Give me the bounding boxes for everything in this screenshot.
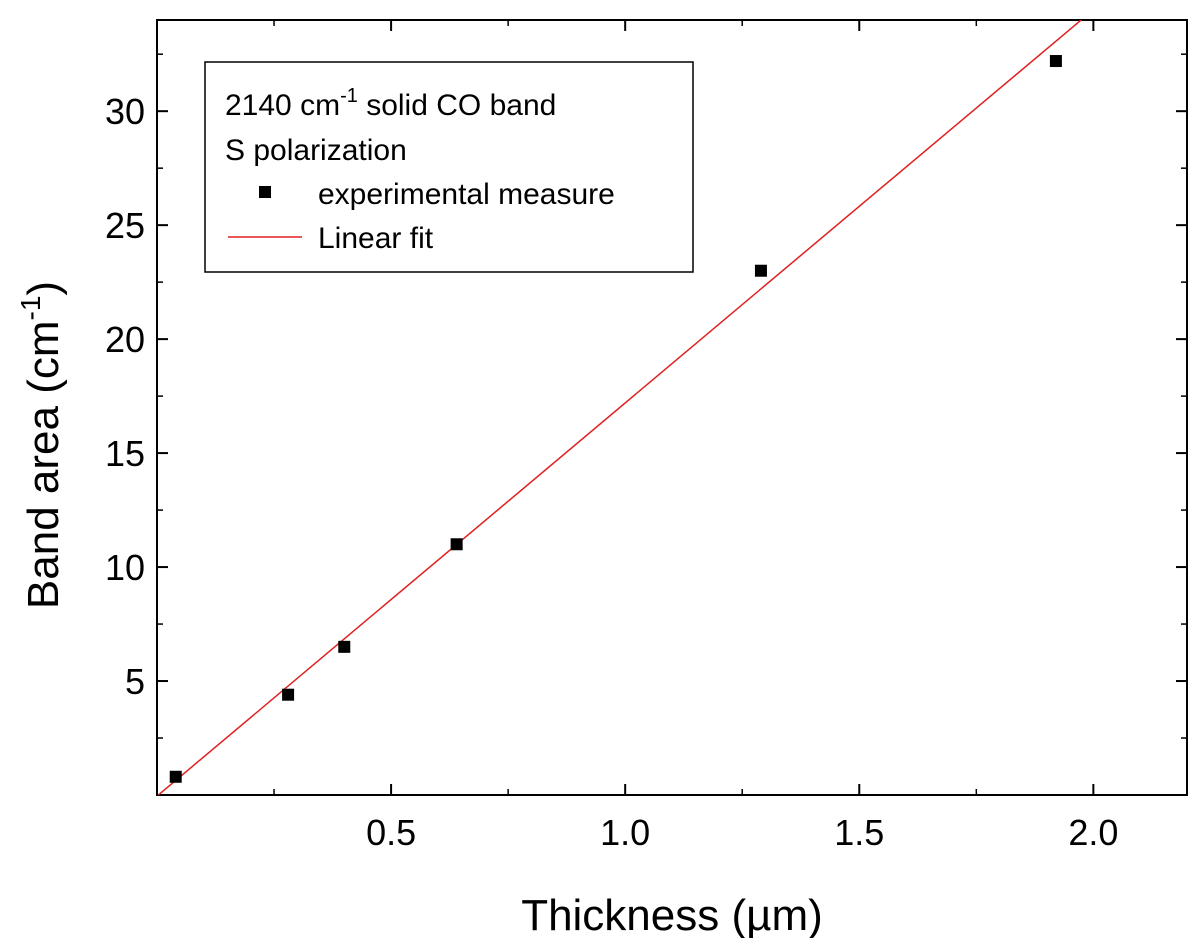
data-point — [338, 640, 351, 653]
legend-title-line2: S polarization — [225, 134, 407, 167]
fit-line-layer — [157, 20, 1083, 795]
y-tick-label: 15 — [105, 433, 145, 474]
legend-entry-linear-fit: Linear fit — [318, 222, 434, 255]
x-tick-label: 2.0 — [1068, 812, 1118, 853]
linear-fit-line — [157, 20, 1083, 795]
x-axis-title: Thickness (µm) — [521, 891, 823, 938]
y-tick-label: 30 — [105, 91, 145, 132]
x-tick-label: 1.5 — [834, 812, 884, 853]
x-tick-label: 1.0 — [600, 812, 650, 853]
data-point — [1049, 55, 1062, 68]
legend: 2140 cm-1 solid CO band S polarization e… — [204, 61, 694, 273]
x-tick-label: 0.5 — [366, 812, 416, 853]
axis-ticks: 0.5 1.0 1.5 2.0 5 10 15 20 25 30 — [105, 20, 1187, 853]
plot-area-frame — [156, 19, 1188, 796]
data-point — [169, 770, 182, 783]
data-point — [450, 538, 463, 551]
y-tick-label: 25 — [105, 205, 145, 246]
legend-entry-experimental: experimental measure — [318, 178, 615, 211]
data-point — [754, 264, 767, 277]
y-tick-label: 5 — [125, 661, 145, 702]
legend-square-marker-icon — [259, 186, 271, 198]
data-point — [282, 688, 295, 701]
y-axis-title: Band area (cm-1) — [15, 281, 68, 609]
data-points-layer — [169, 55, 1062, 783]
y-tick-label: 20 — [105, 319, 145, 360]
legend-title-line1: 2140 cm-1 solid CO band — [225, 85, 556, 122]
y-tick-label: 10 — [105, 547, 145, 588]
